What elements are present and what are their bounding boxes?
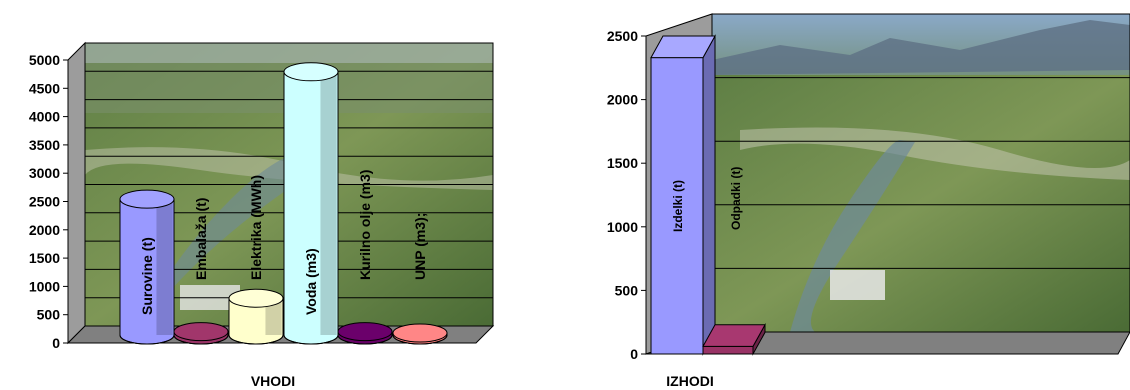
izhodi-y-tick-label: 2000: [607, 92, 638, 108]
vhodi-y-tick-label: 500: [37, 307, 61, 323]
vhodi-bar: [173, 322, 229, 345]
vhodi-y-tick-label: 0: [52, 335, 60, 351]
vhodi-bar: [283, 62, 339, 345]
vhodi-y-tick-label: 4000: [29, 109, 60, 125]
chart-vhodi: 0 500 1000 1500 2000 2500 3000 3500 4000 4500 5000…: [29, 41, 495, 389]
izhodi-x-axis-label: IZHODI: [666, 373, 713, 389]
izhodi-y-tick-label: 500: [615, 282, 639, 298]
vhodi-y-tick-label: 2500: [29, 194, 60, 210]
izhodi-back-wall: [711, 13, 1130, 333]
izhodi-y-tick-label: 0: [630, 346, 638, 362]
vhodi-y-tick-label: 3500: [29, 137, 60, 153]
vhodi-x-axis-label: VHODI: [251, 373, 295, 389]
vhodi-category-label: UNP (m3);: [412, 213, 428, 280]
vhodi-category-label: Voda (m3): [303, 248, 319, 315]
izhodi-y-tick-label: 1500: [607, 155, 638, 171]
izhodi-y-tick-label: 1000: [607, 219, 638, 235]
vhodi-category-label: Kurilno olje (m3): [357, 170, 373, 280]
izhodi-bar: [650, 34, 716, 356]
vhodi-y-tick-label: 2000: [29, 222, 60, 238]
vhodi-y-tick-label: 1000: [29, 278, 60, 294]
vhodi-bar: [337, 322, 393, 345]
vhodi-y-tick-label: 5000: [29, 52, 60, 68]
vhodi-y-tick-label: 1500: [29, 250, 60, 266]
vhodi-y-tick-label: 4500: [29, 80, 60, 96]
vhodi-bar: [119, 189, 175, 345]
izhodi-bar: [702, 322, 766, 356]
chart-izhodi: 0 500 1000 1500 2000 2500 Izdelki (t) Odpadki …: [607, 13, 1130, 389]
vhodi-category-label: Surovine (t): [139, 237, 155, 315]
izhodi-category-label: Izdelki (t): [671, 180, 685, 232]
vhodi-y-tick-label: 3000: [29, 165, 60, 181]
vhodi-bar: [392, 323, 448, 345]
vhodi-side-wall: [67, 41, 86, 345]
izhodi-category-label: Odpadki (t): [729, 167, 743, 230]
izhodi-y-tick-label: 2500: [607, 28, 638, 44]
vhodi-category-label: Embalaža (t): [193, 198, 209, 280]
vhodi-bar: [228, 288, 284, 345]
vhodi-category-label: Elektrika (MWh): [248, 175, 264, 280]
